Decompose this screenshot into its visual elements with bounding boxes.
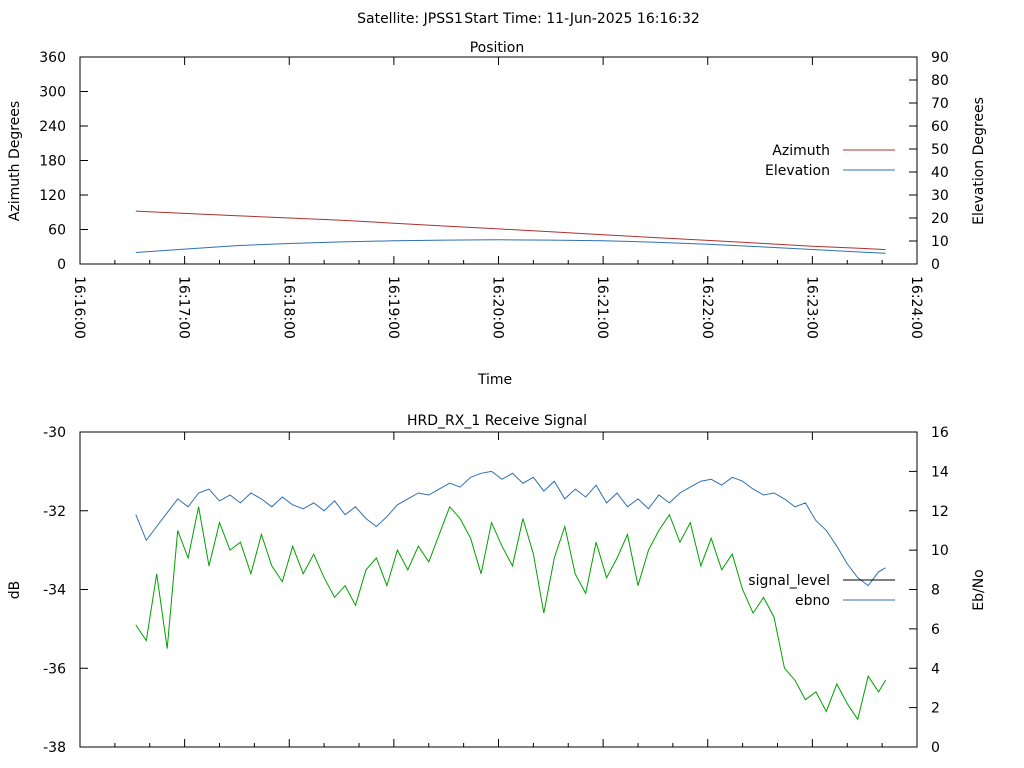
right-tick-label: 30 xyxy=(931,188,949,204)
position-x-axis: 16:16:00 16:17:00 16:18:00 16:19:00 16:20:00… xyxy=(71,57,924,339)
legend-label: Elevation xyxy=(765,163,830,179)
x-tick-label: 16:16:00 xyxy=(71,276,87,339)
signal-series xyxy=(135,470,887,721)
x-tick-label: 16:20:00 xyxy=(490,276,506,339)
right-tick-label: 0 xyxy=(931,257,940,273)
left-tick-label: 0 xyxy=(57,257,66,273)
elevation-axis-label: Elevation Degrees xyxy=(971,97,987,225)
right-tick-label: 6 xyxy=(931,622,940,638)
azimuth-axis-label: Azimuth Degrees xyxy=(7,101,23,221)
position-title: Position xyxy=(470,40,525,56)
series-line-elevation xyxy=(135,239,886,254)
series-line-signal-level xyxy=(135,505,887,721)
signal-left-axis: -30 -32 -34 -36 -38 xyxy=(43,425,88,756)
left-tick-label: 180 xyxy=(39,154,66,170)
start-time-label: Start Time: 11-Jun-2025 16:16:32 xyxy=(464,11,700,27)
series-line-ebno xyxy=(135,470,886,587)
left-tick-label: -30 xyxy=(43,425,66,441)
x-tick-label: 16:19:00 xyxy=(385,276,401,339)
x-tick-label: 16:21:00 xyxy=(594,276,610,339)
legend-label: Azimuth xyxy=(772,143,830,159)
right-tick-label: 0 xyxy=(931,740,940,756)
right-tick-label: 16 xyxy=(931,425,949,441)
left-tick-label: 60 xyxy=(48,223,66,239)
right-tick-label: 20 xyxy=(931,211,949,227)
left-tick-label: 300 xyxy=(39,85,66,101)
legend-label: signal_level xyxy=(748,573,830,589)
right-tick-label: 10 xyxy=(931,234,949,250)
right-tick-label: 70 xyxy=(931,96,949,112)
right-tick-label: 12 xyxy=(931,504,949,520)
right-tick-label: 10 xyxy=(931,543,949,559)
position-left-axis: 0 60 120 180 240 300 360 xyxy=(39,50,88,273)
left-tick-label: -32 xyxy=(43,504,66,520)
x-tick-label: 16:22:00 xyxy=(699,276,715,339)
time-axis-label: Time xyxy=(477,372,512,388)
satellite-label: Satellite: JPSS1 xyxy=(357,11,463,27)
x-tick-label: 16:24:00 xyxy=(908,276,924,339)
right-tick-label: 4 xyxy=(931,661,940,677)
right-tick-label: 60 xyxy=(931,119,949,135)
x-tick-label: 16:23:00 xyxy=(803,276,819,339)
right-tick-label: 90 xyxy=(931,50,949,66)
left-tick-label: -34 xyxy=(43,583,66,599)
left-tick-label: 120 xyxy=(39,188,66,204)
series-line-azimuth xyxy=(135,210,886,251)
right-tick-label: 40 xyxy=(931,165,949,181)
right-tick-label: 2 xyxy=(931,701,940,717)
left-tick-label: -36 xyxy=(43,661,66,677)
position-legend: Azimuth Elevation xyxy=(765,143,895,179)
right-tick-label: 80 xyxy=(931,73,949,89)
left-tick-label: 360 xyxy=(39,50,66,66)
x-tick-label: 16:17:00 xyxy=(176,276,192,339)
db-axis-label: dB xyxy=(7,581,23,600)
left-tick-label: -38 xyxy=(43,740,66,756)
right-tick-label: 8 xyxy=(931,583,940,599)
signal-right-axis: 0 2 4 6 8 10 12 14 16 xyxy=(909,425,949,756)
position-series xyxy=(135,210,886,254)
position-right-axis: 0 10 20 30 40 50 60 70 80 90 xyxy=(909,50,949,273)
right-tick-label: 50 xyxy=(931,142,949,158)
x-tick-label: 16:18:00 xyxy=(280,276,296,339)
ebno-axis-label: Eb/No xyxy=(971,569,987,611)
receive-signal-title: HRD_RX_1 Receive Signal xyxy=(407,413,587,429)
legend-label: ebno xyxy=(795,593,830,609)
signal-x-axis xyxy=(79,432,918,747)
right-tick-label: 14 xyxy=(931,464,949,480)
left-tick-label: 240 xyxy=(39,119,66,135)
